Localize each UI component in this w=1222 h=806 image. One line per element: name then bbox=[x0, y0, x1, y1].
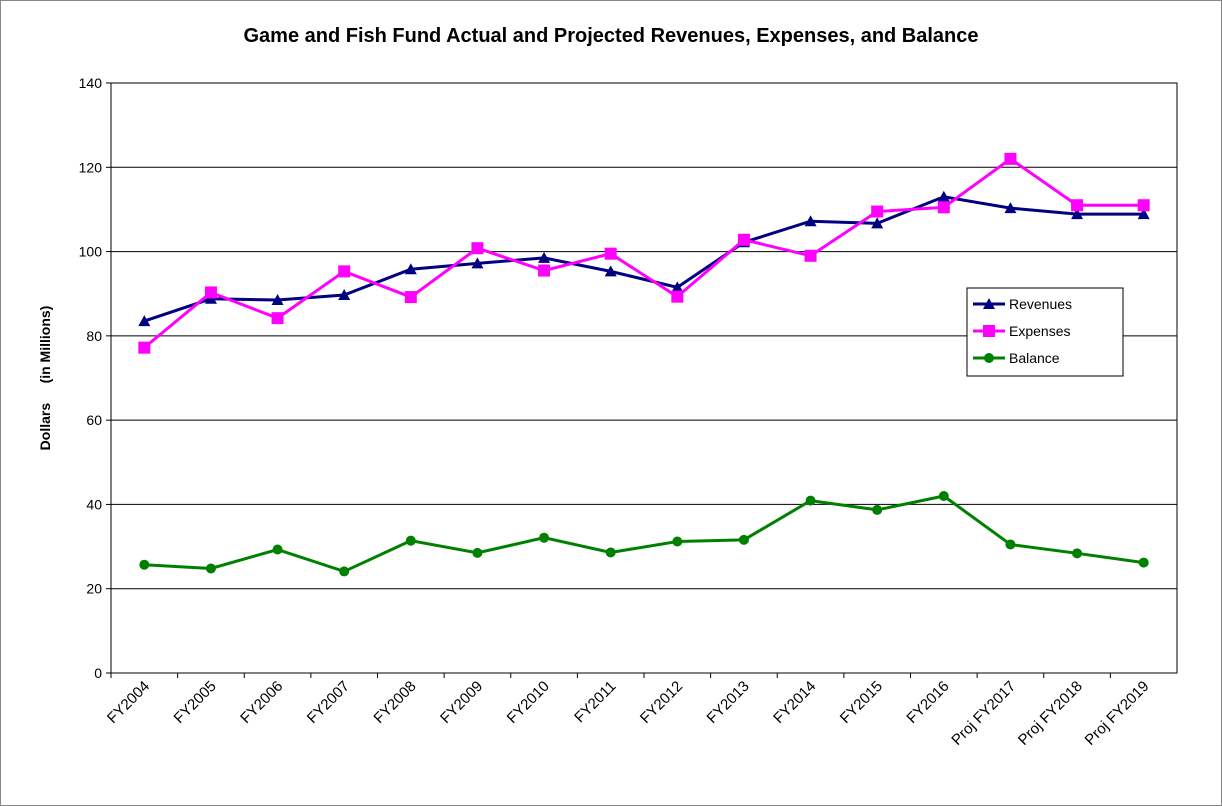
legend: Revenues Expenses Balance bbox=[966, 287, 1124, 377]
y-tick-label: 0 bbox=[94, 665, 102, 681]
chart-title: Game and Fish Fund Actual and Projected … bbox=[243, 25, 978, 47]
marker bbox=[672, 536, 683, 547]
legend-label: Expenses bbox=[1009, 323, 1070, 339]
marker bbox=[538, 251, 551, 263]
y-tick-label: 40 bbox=[86, 496, 102, 512]
marker bbox=[1071, 199, 1084, 212]
y-tick-label: 60 bbox=[86, 412, 102, 428]
marker bbox=[804, 215, 817, 227]
series-line bbox=[143, 195, 1144, 323]
marker bbox=[984, 353, 994, 363]
marker bbox=[139, 559, 150, 570]
marker bbox=[983, 325, 995, 337]
marker bbox=[871, 205, 884, 218]
y-tick-label: 80 bbox=[86, 328, 102, 344]
marker bbox=[804, 249, 817, 262]
marker bbox=[737, 233, 750, 246]
marker bbox=[805, 495, 816, 506]
marker bbox=[404, 263, 417, 275]
marker bbox=[272, 544, 283, 555]
marker bbox=[271, 312, 284, 325]
marker bbox=[983, 298, 995, 309]
series-line bbox=[143, 157, 1144, 349]
marker bbox=[1072, 548, 1083, 559]
marker bbox=[1071, 208, 1084, 220]
marker bbox=[338, 288, 351, 300]
marker bbox=[404, 291, 417, 304]
marker bbox=[604, 265, 617, 277]
marker bbox=[1004, 152, 1017, 165]
marker bbox=[405, 535, 416, 546]
legend-label: Revenues bbox=[1009, 296, 1072, 312]
marker bbox=[471, 242, 484, 255]
marker bbox=[138, 315, 151, 327]
legend-label: Balance bbox=[1009, 350, 1060, 366]
marker bbox=[605, 547, 616, 558]
marker bbox=[671, 290, 684, 303]
y-axis-label: Dollars (in Millions) bbox=[37, 306, 53, 451]
y-tick-label: 100 bbox=[79, 244, 103, 260]
marker bbox=[937, 201, 950, 214]
marker bbox=[671, 281, 684, 293]
marker bbox=[604, 247, 617, 260]
marker bbox=[937, 190, 950, 202]
marker bbox=[471, 257, 484, 269]
marker bbox=[1004, 202, 1017, 214]
marker bbox=[1005, 539, 1016, 550]
y-tick-label: 20 bbox=[86, 581, 102, 597]
marker bbox=[871, 217, 884, 229]
marker bbox=[1137, 208, 1150, 220]
marker bbox=[472, 547, 483, 558]
marker bbox=[205, 563, 216, 574]
marker bbox=[738, 534, 749, 545]
marker bbox=[1138, 557, 1149, 568]
marker bbox=[1137, 199, 1150, 212]
marker bbox=[872, 504, 883, 515]
marker bbox=[338, 265, 351, 278]
y-tick-label: 140 bbox=[79, 75, 103, 91]
marker bbox=[138, 341, 151, 354]
marker bbox=[538, 264, 551, 277]
marker bbox=[339, 566, 350, 577]
series-line bbox=[144, 494, 1144, 574]
marker bbox=[539, 532, 550, 543]
marker bbox=[938, 491, 949, 501]
y-tick-label: 120 bbox=[79, 159, 103, 175]
marker bbox=[271, 294, 284, 306]
marker bbox=[204, 286, 217, 299]
